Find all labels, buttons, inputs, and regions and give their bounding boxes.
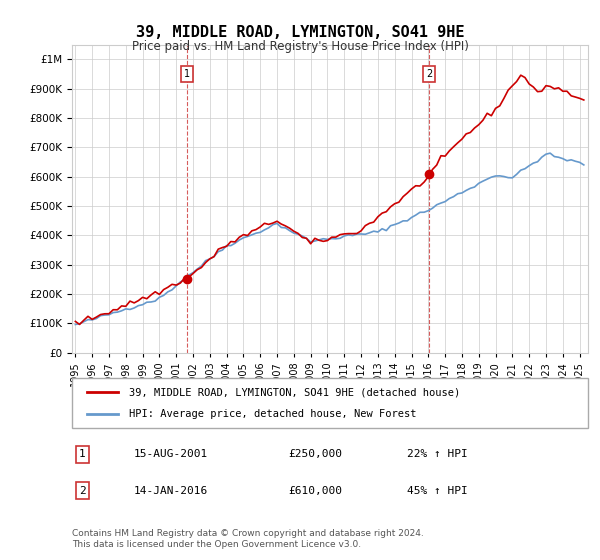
Text: 22% ↑ HPI: 22% ↑ HPI — [407, 450, 468, 459]
FancyBboxPatch shape — [72, 378, 588, 428]
Text: 14-JAN-2016: 14-JAN-2016 — [134, 486, 208, 496]
Text: 39, MIDDLE ROAD, LYMINGTON, SO41 9HE: 39, MIDDLE ROAD, LYMINGTON, SO41 9HE — [136, 25, 464, 40]
Text: 45% ↑ HPI: 45% ↑ HPI — [407, 486, 468, 496]
Text: Contains HM Land Registry data © Crown copyright and database right 2024.
This d: Contains HM Land Registry data © Crown c… — [72, 529, 424, 549]
Text: 2: 2 — [426, 69, 432, 79]
Text: 39, MIDDLE ROAD, LYMINGTON, SO41 9HE (detached house): 39, MIDDLE ROAD, LYMINGTON, SO41 9HE (de… — [129, 387, 460, 397]
Text: 2: 2 — [79, 486, 86, 496]
Text: £610,000: £610,000 — [289, 486, 343, 496]
Text: Price paid vs. HM Land Registry's House Price Index (HPI): Price paid vs. HM Land Registry's House … — [131, 40, 469, 53]
Text: 1: 1 — [184, 69, 190, 79]
Text: HPI: Average price, detached house, New Forest: HPI: Average price, detached house, New … — [129, 409, 416, 419]
Text: 1: 1 — [79, 450, 86, 459]
Text: £250,000: £250,000 — [289, 450, 343, 459]
Text: 15-AUG-2001: 15-AUG-2001 — [134, 450, 208, 459]
